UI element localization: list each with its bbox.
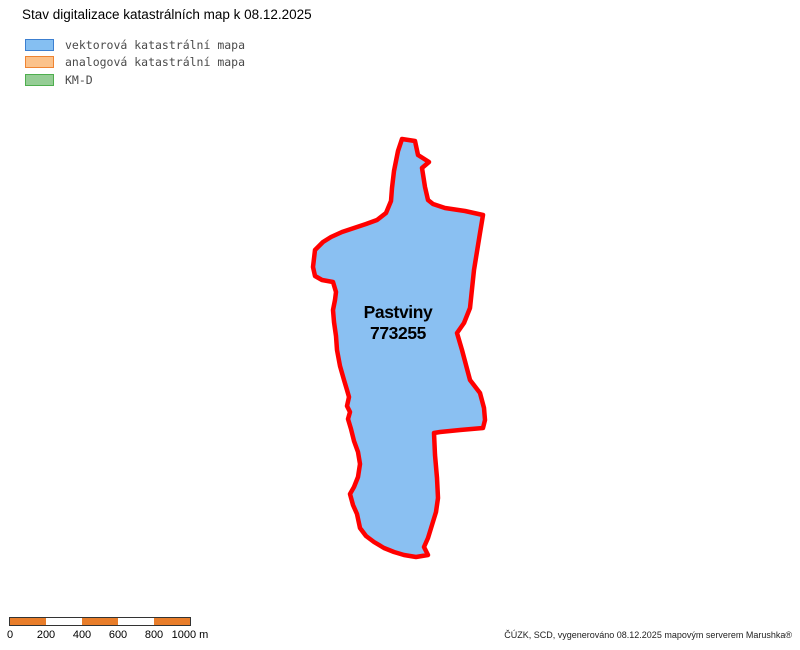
scale-tick-label: 800 bbox=[144, 629, 164, 641]
scale-tick-label: 200 bbox=[36, 629, 56, 641]
region-code: 773255 bbox=[370, 322, 426, 343]
cadastral-region-boundary[interactable] bbox=[310, 136, 488, 560]
scale-bar-labels: 0 200 400 600 800 1000 m bbox=[6, 629, 230, 643]
scale-bar-segment bbox=[118, 618, 154, 625]
scale-tick-label: 600 bbox=[108, 629, 128, 641]
scale-bar-segments bbox=[9, 617, 191, 626]
scale-bar-segment bbox=[10, 618, 46, 625]
scale-tick-label: 0 bbox=[6, 629, 14, 641]
legend-swatch-analog bbox=[25, 56, 54, 69]
page-title: Stav digitalizace katastrálních map k 08… bbox=[22, 7, 312, 22]
legend-label: analogová katastrální mapa bbox=[65, 55, 246, 70]
legend-swatch-vector bbox=[25, 38, 54, 51]
scale-bar-segment bbox=[82, 618, 118, 625]
legend-label: KM-D bbox=[65, 72, 93, 87]
legend-item-analog: analogová katastrální mapa bbox=[25, 54, 245, 72]
legend-label: vektorová katastrální mapa bbox=[65, 37, 246, 52]
legend-item-vector: vektorová katastrální mapa bbox=[25, 36, 245, 54]
region-name: Pastviny bbox=[363, 302, 433, 322]
legend-swatch-kmd bbox=[25, 73, 54, 86]
attribution-text: ČÚZK, SCD, vygenerováno 08.12.2025 mapov… bbox=[504, 630, 792, 640]
scale-bar-segment bbox=[154, 618, 190, 625]
legend: vektorová katastrální mapa analogová kata… bbox=[25, 36, 245, 89]
region-label: Pastviny 773255 bbox=[337, 302, 459, 343]
legend-item-kmd: KM-D bbox=[25, 71, 245, 89]
scale-tick-label: 400 bbox=[72, 629, 92, 641]
scale-bar-segment bbox=[46, 618, 82, 625]
scale-tick-label: 1000 m bbox=[171, 629, 209, 641]
